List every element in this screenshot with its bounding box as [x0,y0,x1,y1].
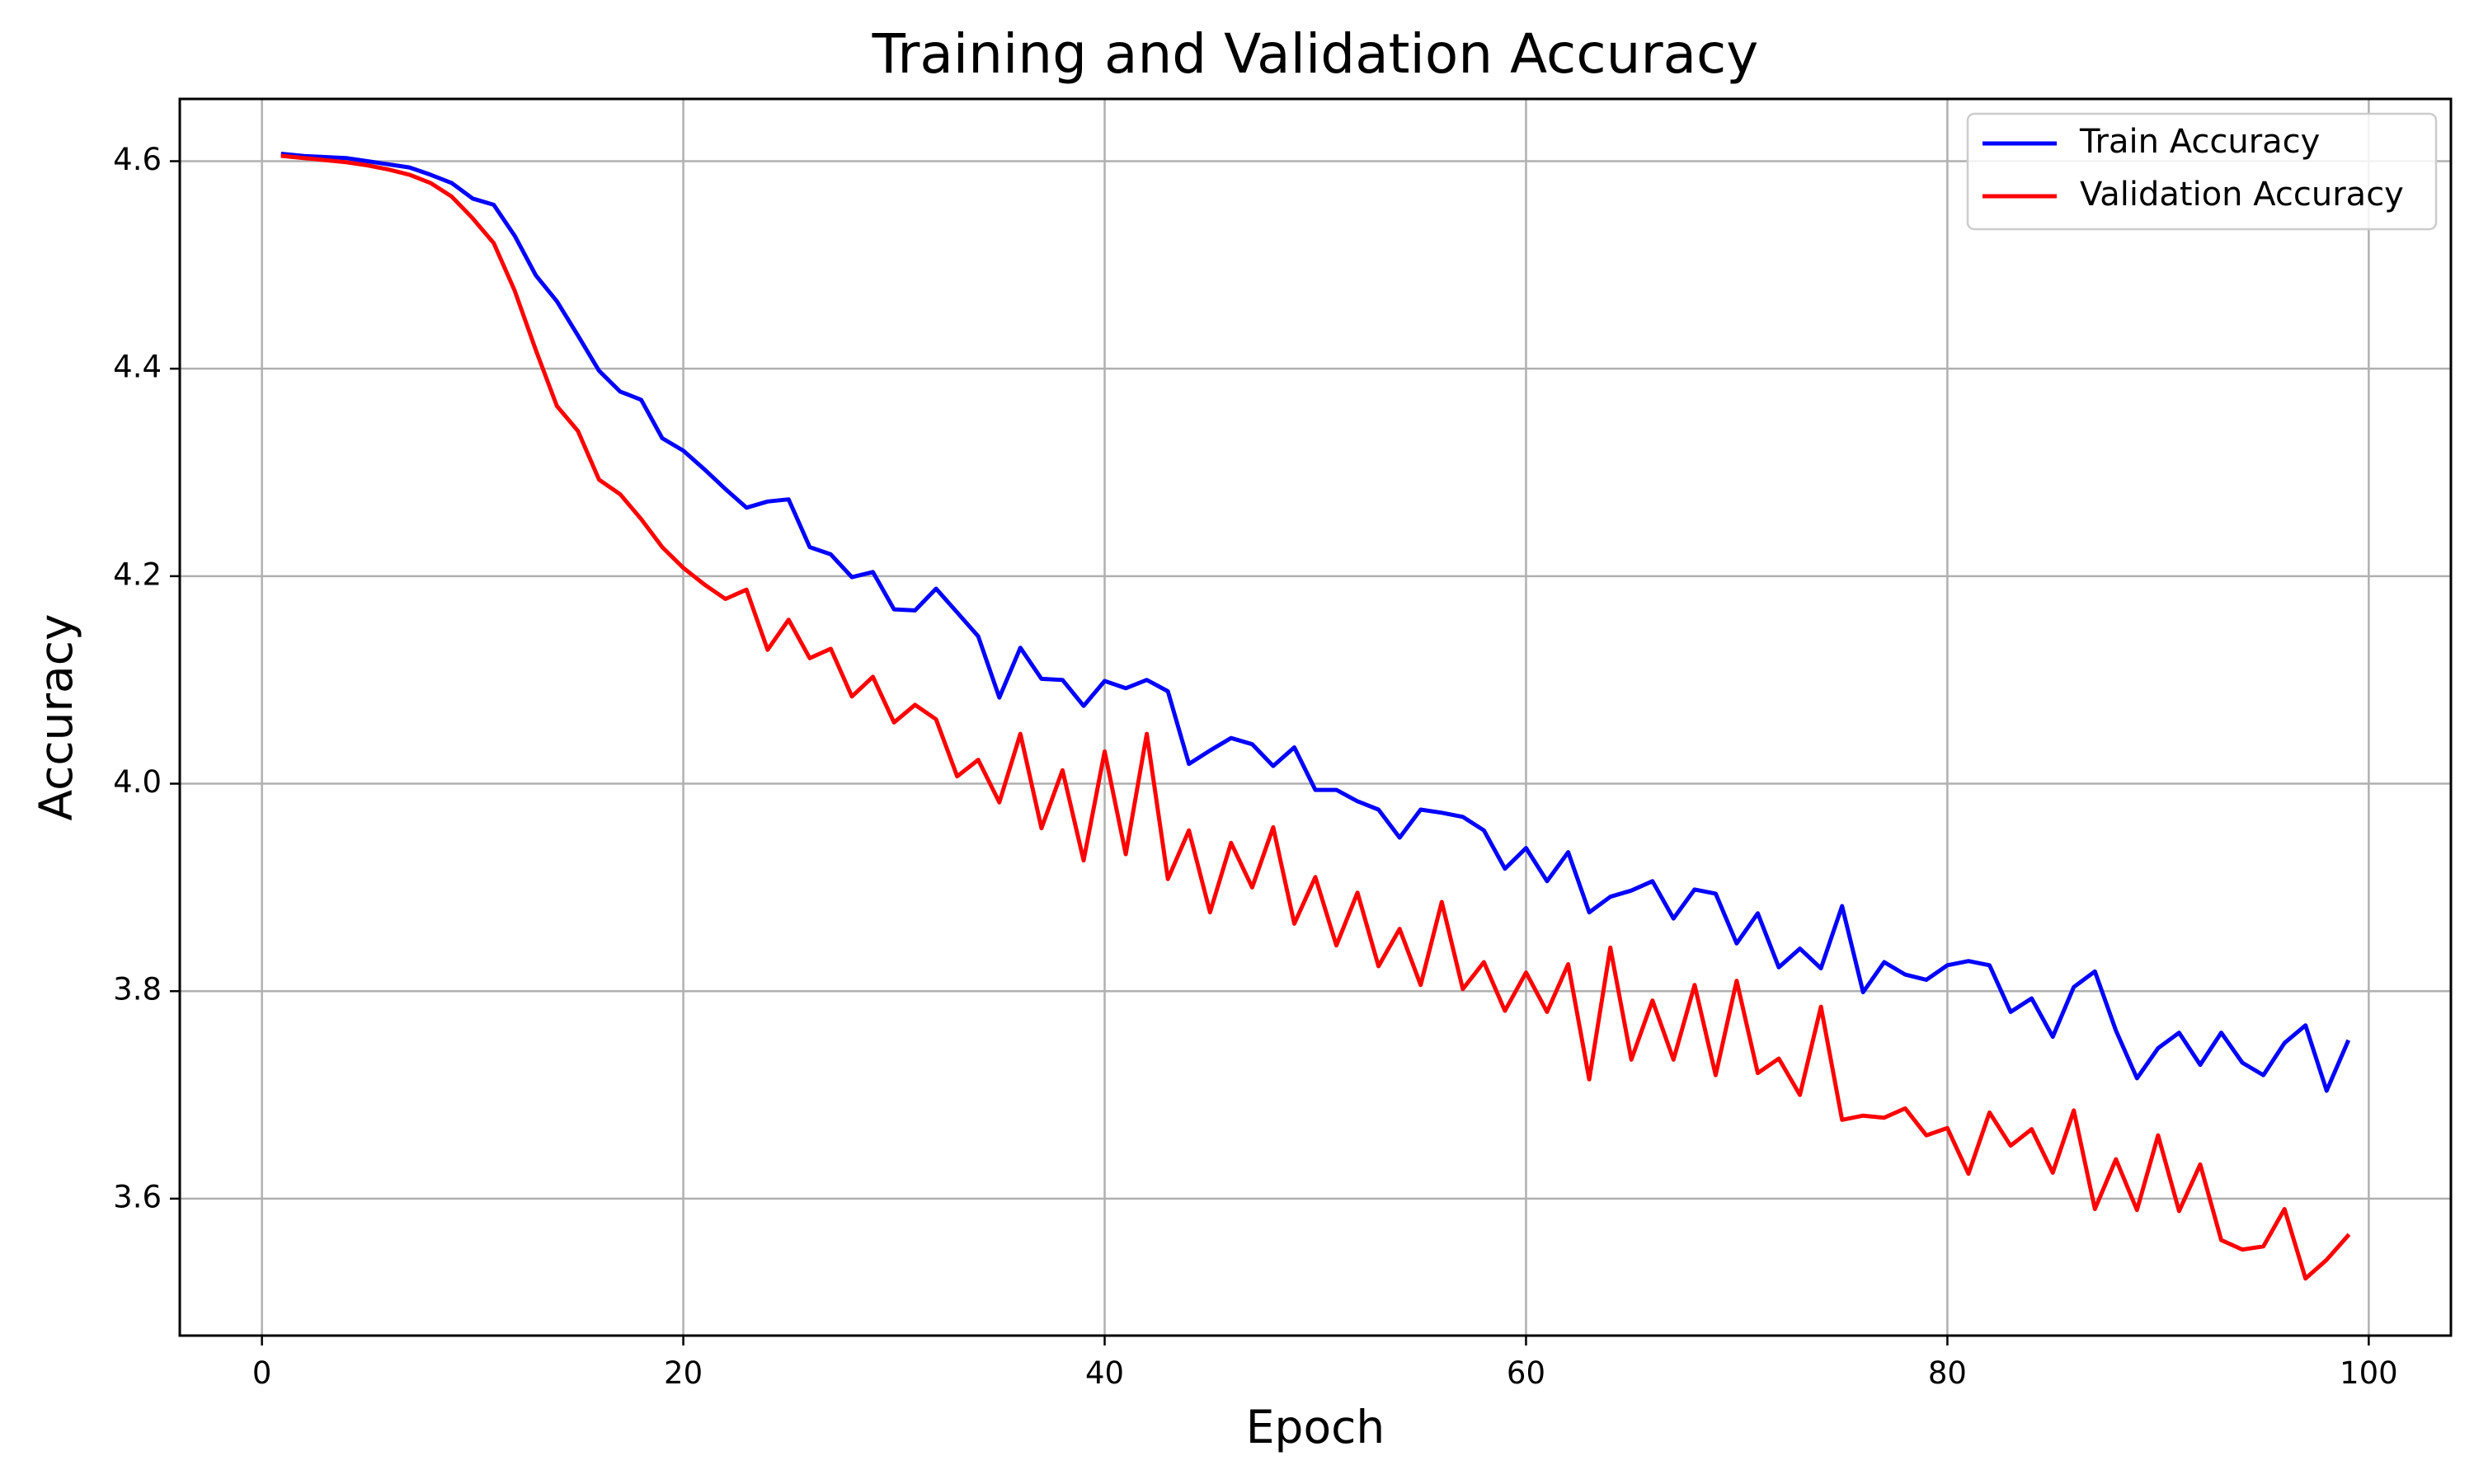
y-tick-label: 4.4 [113,350,162,385]
chart-title: Training and Validation Accuracy [872,22,1759,86]
y-axis-label: Accuracy [30,613,82,820]
x-tick-label: 40 [1085,1355,1124,1391]
legend: Train Accuracy Validation Accuracy [1966,112,2438,231]
x-axis-label: Epoch [1246,1401,1385,1453]
x-tick-label: 0 [252,1355,272,1391]
x-tick-label: 20 [664,1355,703,1391]
x-tick-label: 80 [1928,1355,1967,1391]
series-line-train-accuracy [280,151,2351,1093]
series-layer [280,151,2351,1281]
y-tick-label: 3.8 [113,972,162,1007]
y-tick-label: 3.6 [113,1179,162,1214]
y-tick-label: 4.2 [113,556,162,592]
y-tick-label: 4.0 [113,764,162,800]
y-tick-label: 4.6 [113,142,162,177]
legend-label-train-accuracy: Train Accuracy [2079,123,2320,161]
x-tick-label: 60 [1507,1355,1545,1391]
axes-frame [178,97,2453,1337]
tick-layer: 0 20 40 60 80 100 3.6 3.8 4.0 4.2 4.4 4.6 [113,142,2398,1391]
series-line-validation-accuracy [280,153,2351,1281]
legend-box [1966,112,2438,231]
legend-label-validation-accuracy: Validation Accuracy [2080,176,2404,214]
x-tick-label: 100 [2340,1355,2398,1391]
grid-layer [180,99,2451,1336]
